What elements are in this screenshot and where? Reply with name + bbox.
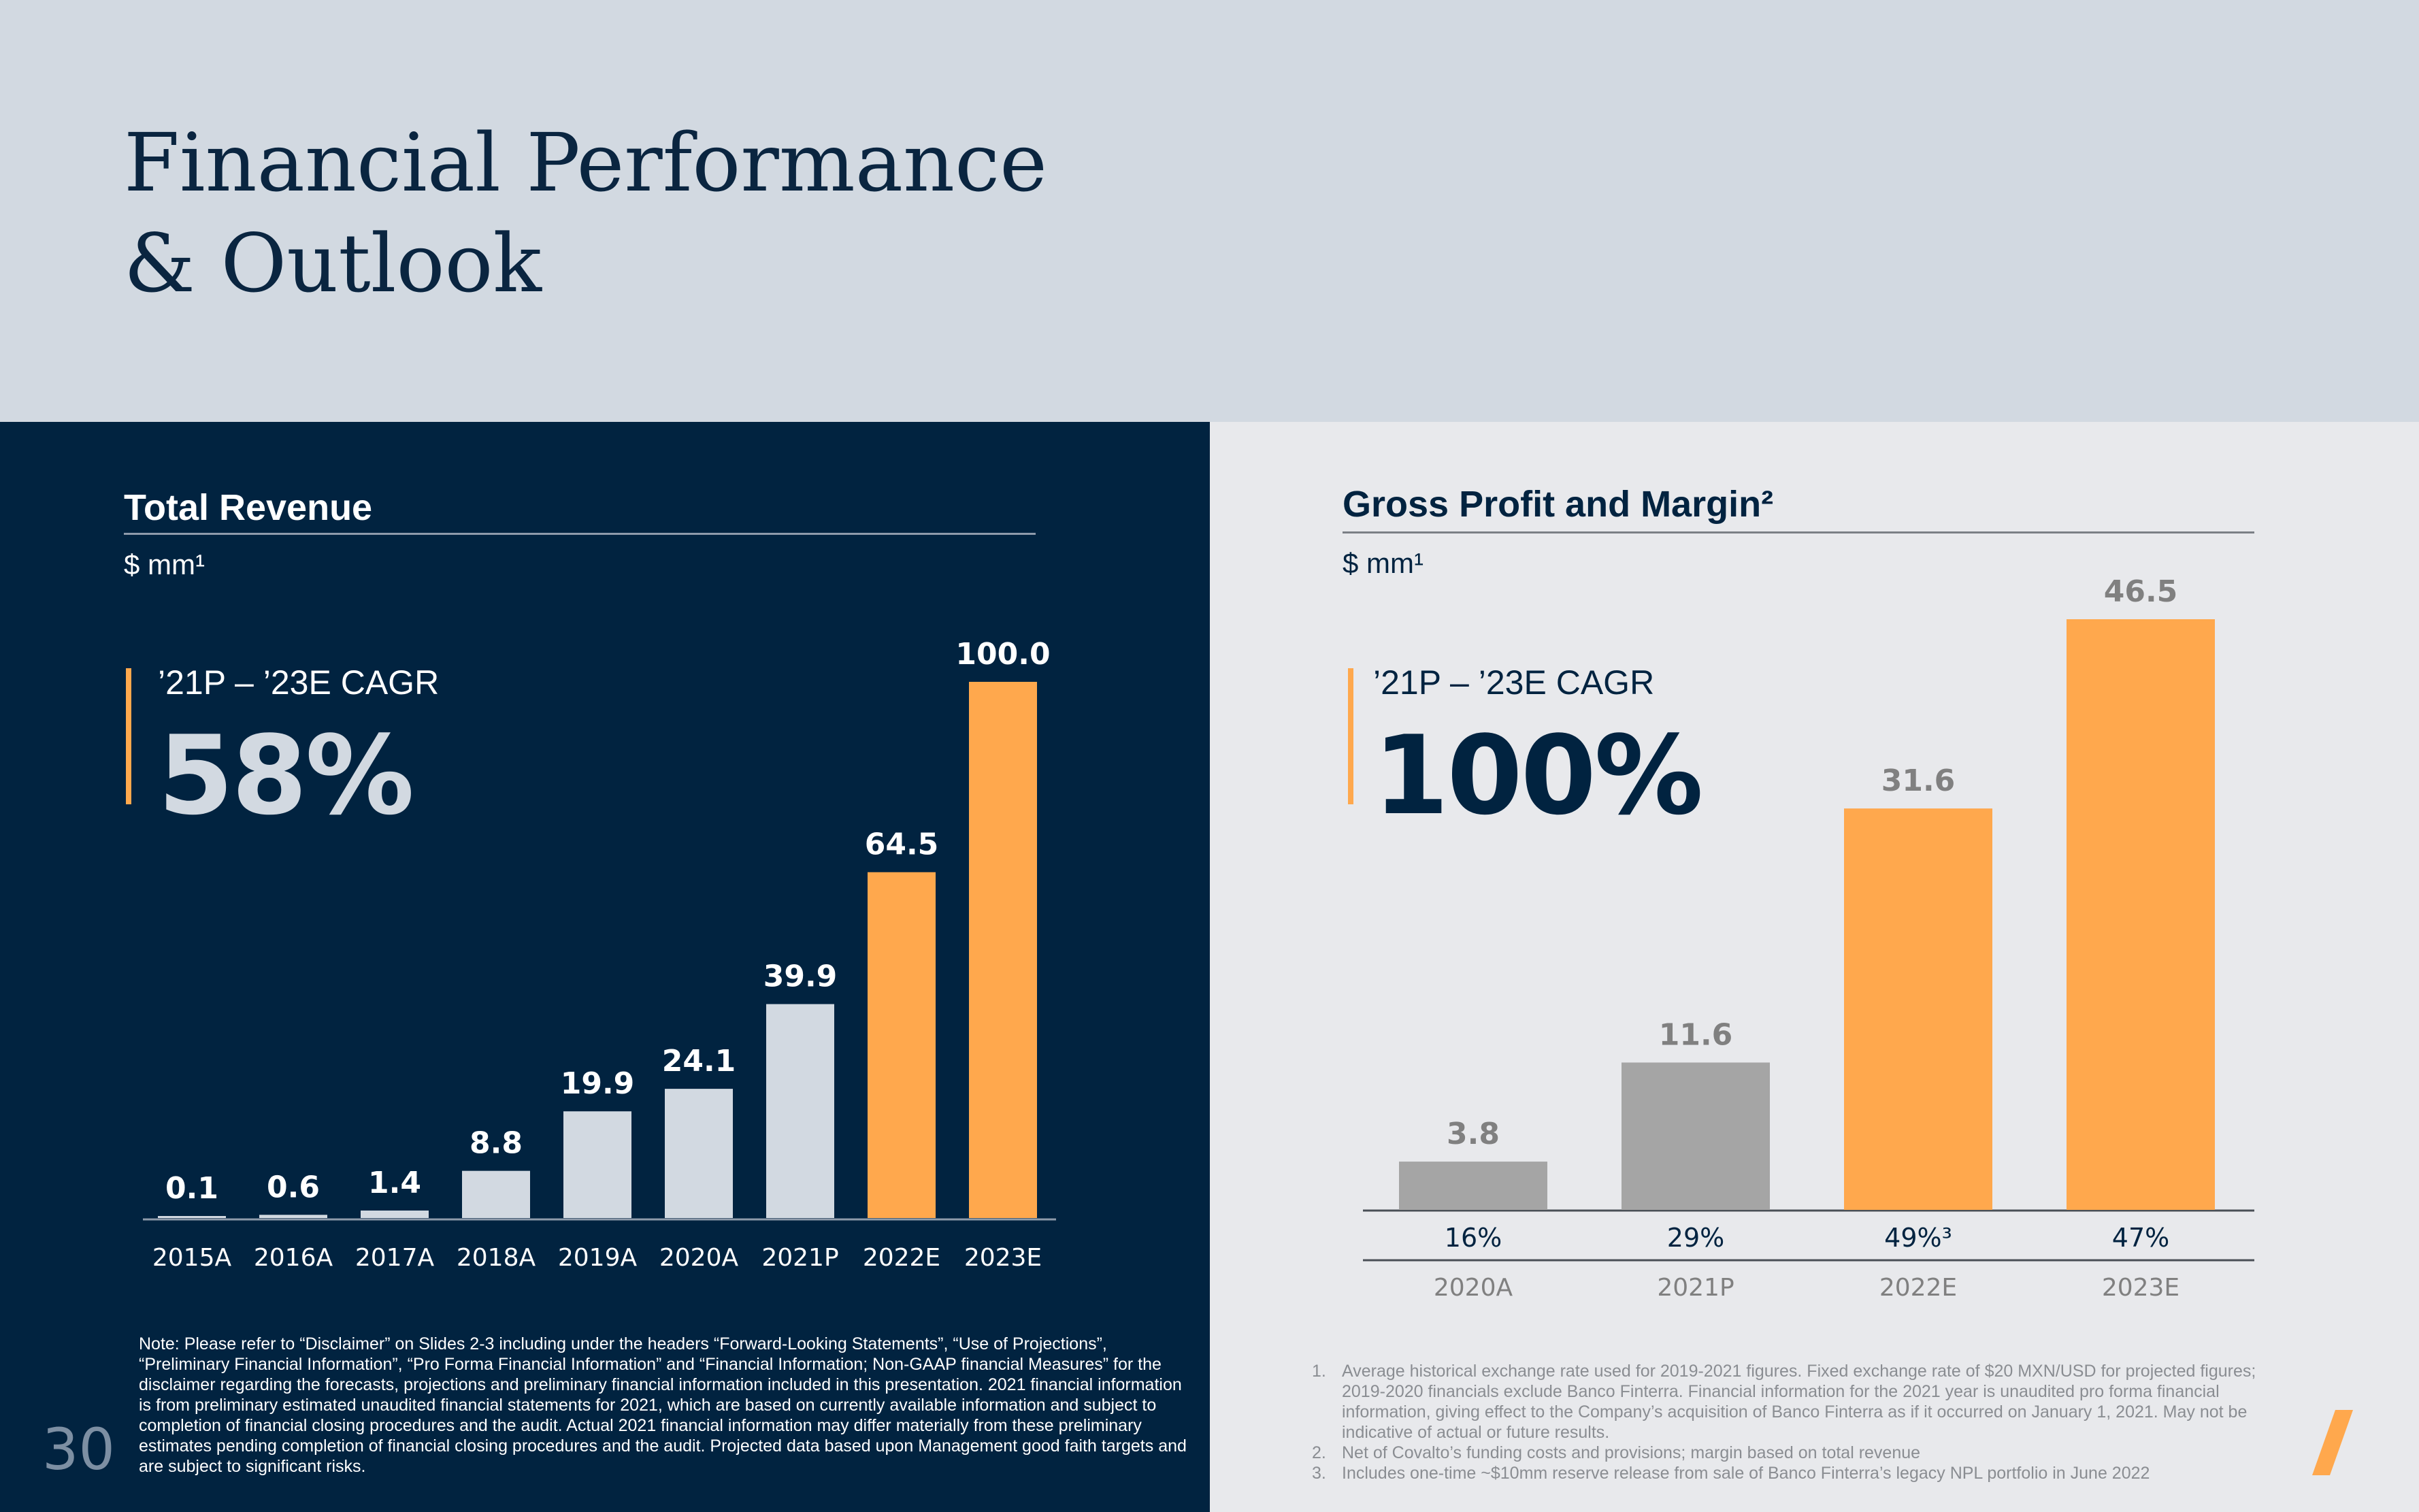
gross-margin-label: 16% xyxy=(1445,1223,1502,1253)
gross-profit-category-label: 2021P xyxy=(1657,1274,1734,1302)
revenue-bar-value-label: 0.6 xyxy=(267,1170,320,1204)
brand-slash-icon xyxy=(2312,1410,2353,1475)
revenue-category-label: 2023E xyxy=(964,1244,1042,1272)
gross-profit-bar xyxy=(1844,808,1992,1210)
gross-profit-title: Gross Profit and Margin² xyxy=(1343,484,1774,525)
footnote-item: 1. Average historical exchange rate used… xyxy=(1312,1361,2278,1443)
page-title-line-1: Financial Performance xyxy=(124,116,1047,210)
revenue-cagr-value: 58% xyxy=(158,712,414,839)
footnote-text: Net of Covalto’s funding costs and provi… xyxy=(1342,1443,1921,1462)
footnote-item: 2. Net of Covalto’s funding costs and pr… xyxy=(1312,1443,2278,1463)
gross-profit-bar-value-label: 46.5 xyxy=(2104,574,2178,609)
gross-margin-label: 49%³ xyxy=(1884,1223,1952,1253)
gross-profit-bar xyxy=(1622,1062,1770,1210)
revenue-bar xyxy=(665,1089,733,1218)
gross-profit-panel: Gross Profit and Margin² $ mm¹ ’21P – ’2… xyxy=(1210,422,2419,1512)
revenue-bar-value-label: 8.8 xyxy=(470,1126,523,1161)
gross-profit-category-label: 2023E xyxy=(2102,1274,2179,1302)
gross-profit-bar-value-label: 31.6 xyxy=(1881,763,1956,798)
revenue-bar xyxy=(969,682,1037,1218)
gross-profit-cagr-label: ’21P – ’23E CAGR xyxy=(1373,663,1655,702)
revenue-bar-value-label: 64.5 xyxy=(865,827,939,862)
footnote-number: 2. xyxy=(1312,1443,1326,1462)
gross-profit-category-label: 2022E xyxy=(1879,1274,1957,1302)
revenue-bar xyxy=(563,1111,631,1218)
revenue-bar-value-label: 24.1 xyxy=(662,1044,736,1079)
revenue-cagr-accent xyxy=(126,668,131,804)
footnote-number: 3. xyxy=(1312,1464,1326,1483)
revenue-bar xyxy=(361,1210,429,1218)
gross-profit-unit: $ mm¹ xyxy=(1343,547,1424,579)
footnotes-list: 1. Average historical exchange rate used… xyxy=(1312,1361,2278,1483)
gross-profit-bar-value-label: 3.8 xyxy=(1447,1117,1500,1151)
footnote-text: Includes one-time ~$10mm reserve release… xyxy=(1342,1464,2150,1483)
header-band: Financial Performance & Outlook xyxy=(0,0,2419,422)
revenue-bar-value-label: 100.0 xyxy=(955,637,1050,672)
revenue-bar-value-label: 0.1 xyxy=(165,1171,218,1206)
revenue-bar-value-label: 1.4 xyxy=(368,1166,421,1200)
revenue-bar xyxy=(259,1215,327,1218)
gross-margin-label: 29% xyxy=(1667,1223,1724,1253)
revenue-bar xyxy=(462,1170,530,1218)
page-title-line-2: & Outlook xyxy=(124,216,542,310)
gross-profit-bar xyxy=(2067,619,2215,1210)
revenue-bar xyxy=(766,1004,834,1218)
gross-profit-category-label: 2020A xyxy=(1434,1274,1513,1302)
footnote-item: 3. Includes one-time ~$10mm reserve rele… xyxy=(1312,1463,2278,1483)
page-title: Financial Performance & Outlook xyxy=(124,112,1047,314)
footnote-text: Average historical exchange rate used fo… xyxy=(1342,1362,2256,1442)
revenue-category-label: 2018A xyxy=(457,1244,536,1272)
revenue-category-label: 2022E xyxy=(863,1244,940,1272)
footnote-number: 1. xyxy=(1312,1362,1326,1381)
gross-profit-cagr-accent xyxy=(1348,668,1353,804)
revenue-bar xyxy=(158,1216,226,1218)
revenue-category-label: 2020A xyxy=(659,1244,739,1272)
gross-profit-bar xyxy=(1399,1162,1547,1210)
total-revenue-title: Total Revenue xyxy=(124,487,373,528)
total-revenue-unit: $ mm¹ xyxy=(124,548,205,580)
total-revenue-title-rule xyxy=(124,533,1036,535)
revenue-bar-value-label: 19.9 xyxy=(561,1066,635,1101)
revenue-category-label: 2021P xyxy=(761,1244,838,1272)
gross-profit-cagr-value: 100% xyxy=(1373,712,1703,839)
revenue-category-label: 2015A xyxy=(152,1244,232,1272)
revenue-bar xyxy=(868,872,936,1218)
revenue-cagr-label: ’21P – ’23E CAGR xyxy=(158,663,440,702)
revenue-category-label: 2019A xyxy=(558,1244,638,1272)
gross-profit-bar-value-label: 11.6 xyxy=(1659,1017,1733,1052)
page-number: 30 xyxy=(42,1416,115,1483)
gross-profit-title-rule xyxy=(1343,531,2254,533)
gross-margin-label: 47% xyxy=(2112,1223,2169,1253)
disclaimer-note: Note: Please refer to “Disclaimer” on Sl… xyxy=(139,1334,1187,1476)
revenue-category-label: 2017A xyxy=(355,1244,435,1272)
revenue-category-label: 2016A xyxy=(254,1244,333,1272)
revenue-bar-value-label: 39.9 xyxy=(763,959,838,994)
